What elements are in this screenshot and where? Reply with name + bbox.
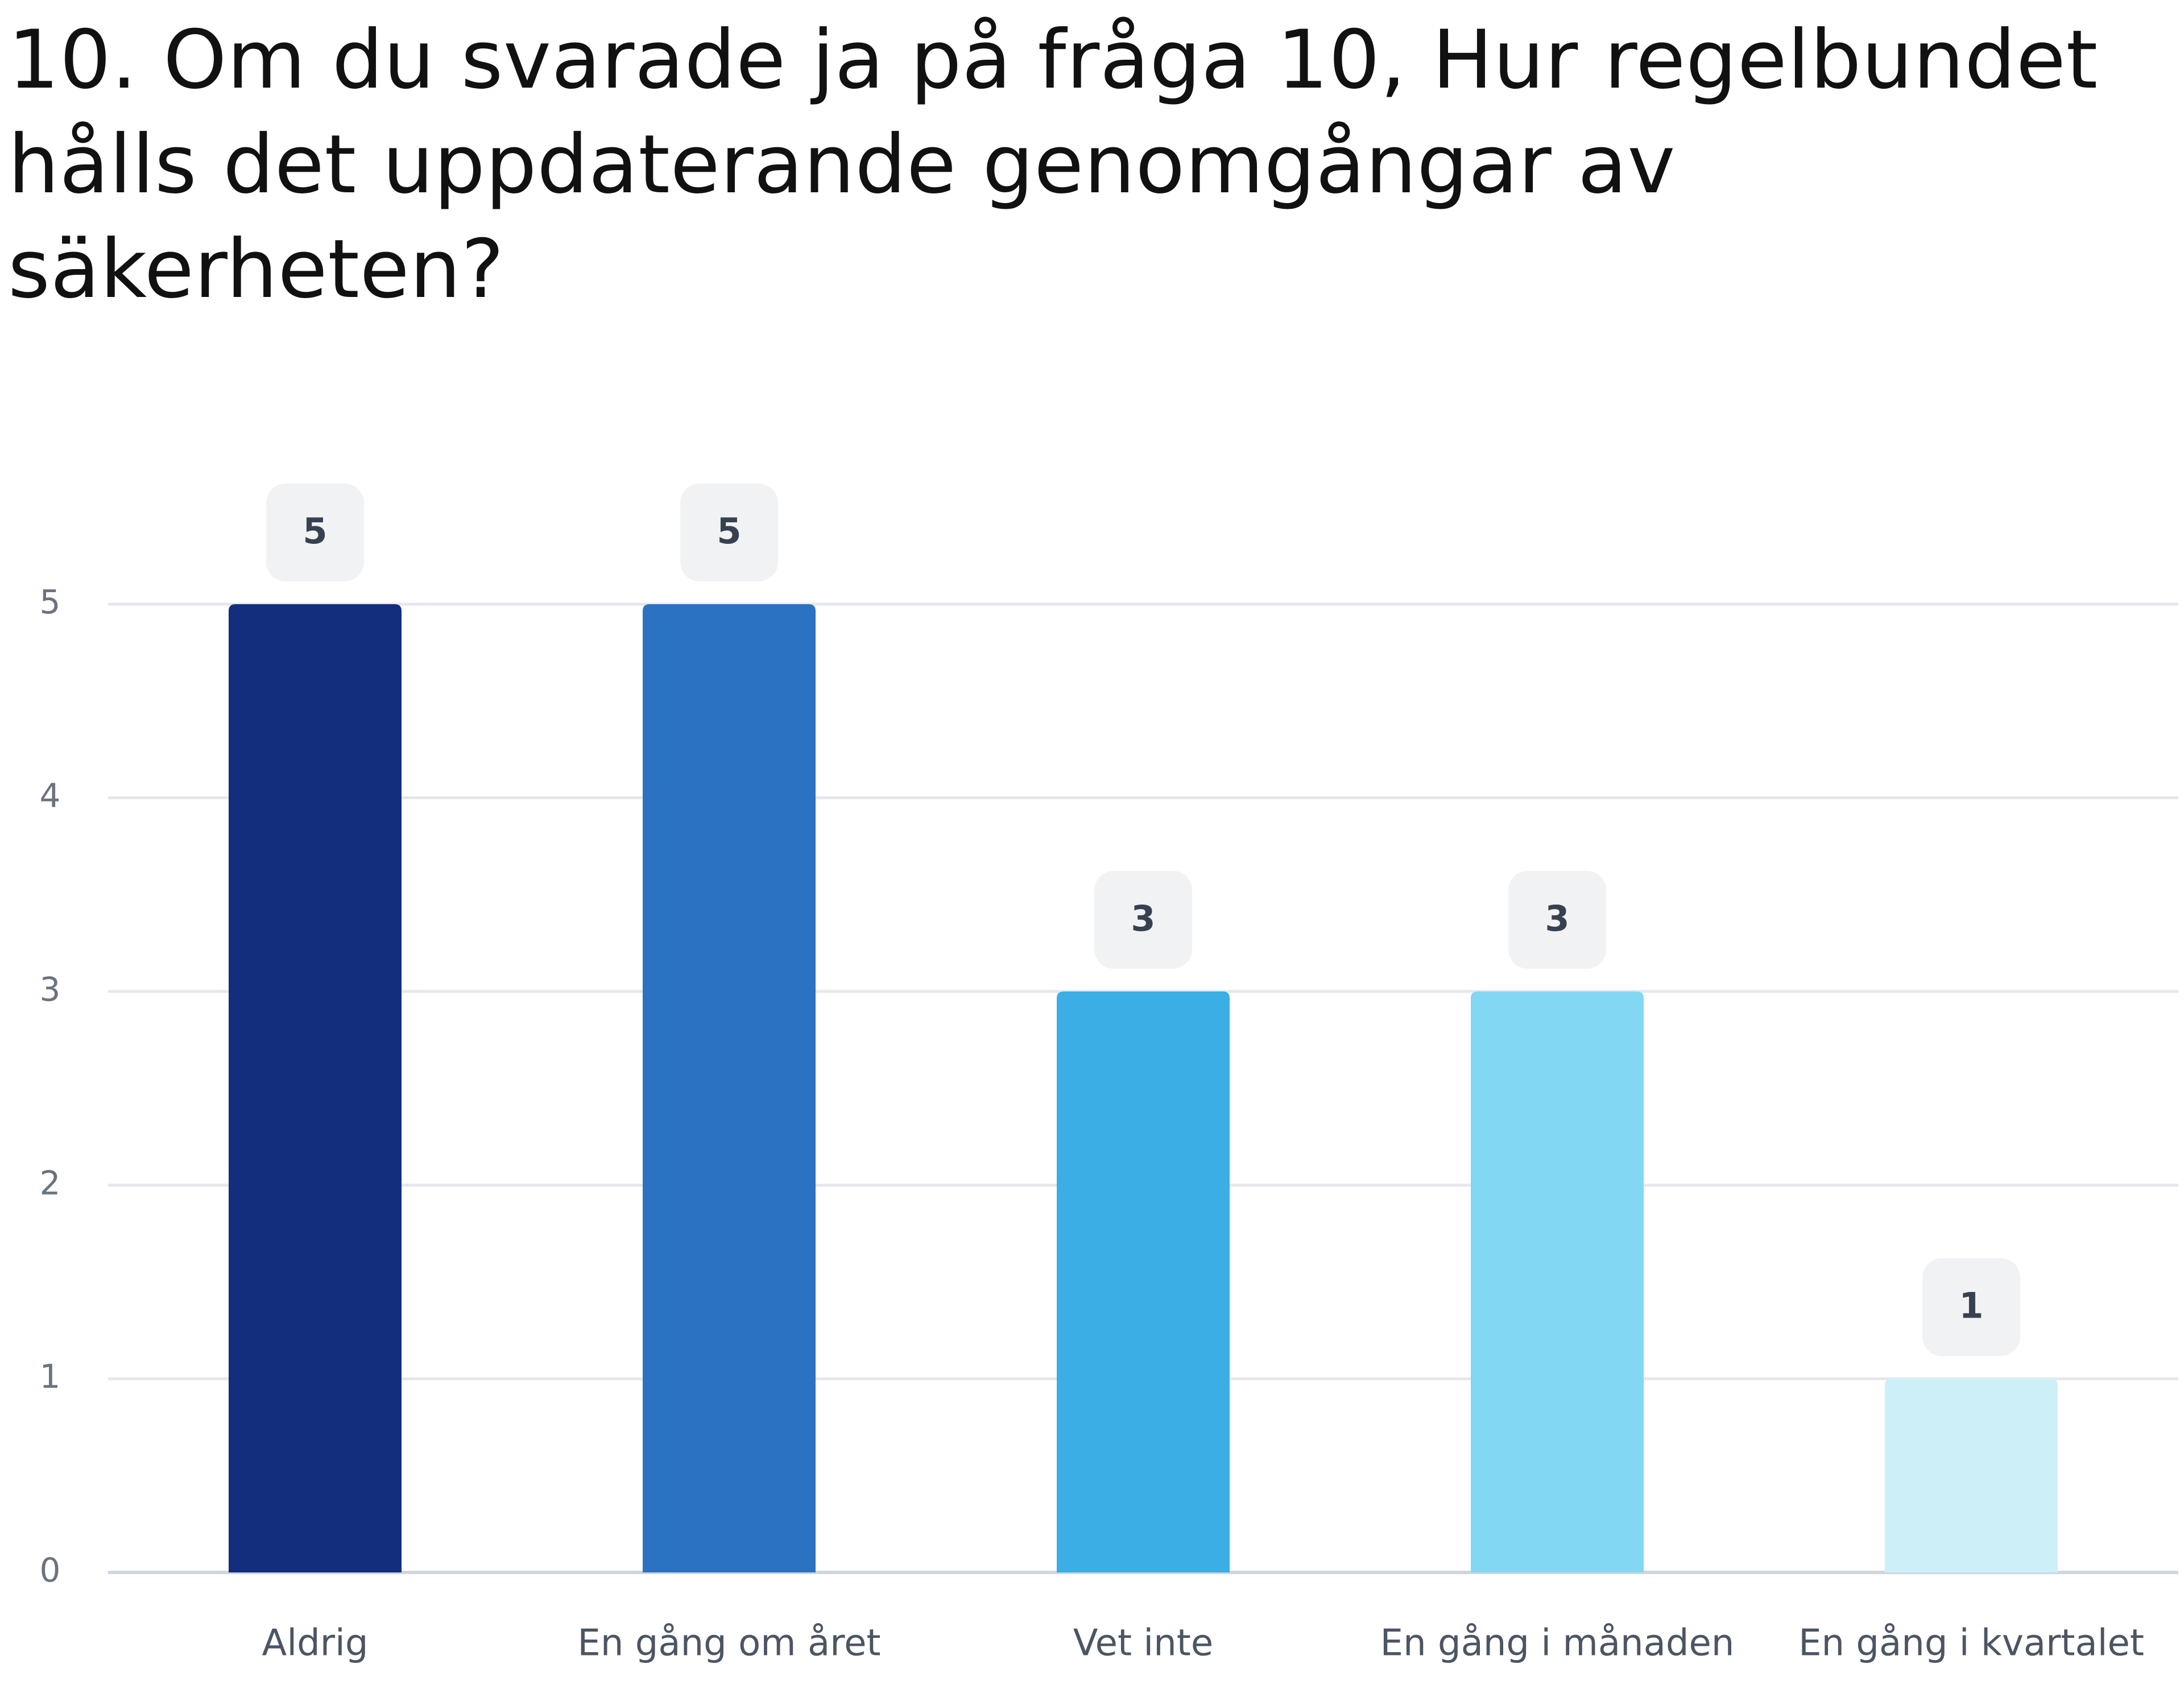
x-axis-ticks: Aldrig En gång om året Vet inte En gång i m… — [262, 1622, 2144, 1665]
bar — [229, 604, 402, 1572]
x-tick-label: En gång i kvartalet — [1798, 1622, 2144, 1665]
value-badge — [266, 484, 364, 581]
value-label: 5 — [303, 510, 327, 552]
y-tick-label: 2 — [40, 1163, 61, 1202]
value-label: 5 — [717, 510, 741, 552]
x-tick-label: En gång om året — [577, 1622, 880, 1665]
value-label: 3 — [1131, 898, 1155, 939]
gridlines — [108, 602, 2178, 1574]
bar — [643, 604, 816, 1572]
bars — [229, 604, 2058, 1572]
y-tick-label: 0 — [40, 1551, 61, 1589]
y-tick-label: 5 — [40, 583, 61, 621]
x-tick-label: Aldrig — [262, 1622, 369, 1665]
bar — [1057, 991, 1230, 1572]
value-badge — [1508, 870, 1606, 969]
chart-title: 10. Om du svarade ja på fråga 10, Hur re… — [8, 13, 2098, 316]
value-label: 3 — [1545, 898, 1569, 939]
x-tick-label: Vet inte — [1073, 1622, 1213, 1665]
value-badge — [1922, 1258, 2020, 1356]
value-badge — [680, 484, 778, 581]
value-label: 1 — [1959, 1285, 1983, 1327]
x-tick-label: En gång i månaden — [1380, 1622, 1735, 1665]
value-badge — [1094, 870, 1192, 969]
bar — [1885, 1378, 2058, 1572]
y-tick-label: 4 — [40, 777, 61, 815]
value-labels: 5 5 3 3 1 — [266, 484, 2020, 1356]
y-tick-label: 1 — [40, 1357, 61, 1396]
y-tick-label: 3 — [40, 970, 61, 1009]
bar — [1471, 991, 1644, 1572]
y-axis-ticks: 0 1 2 3 4 5 — [40, 583, 61, 1589]
